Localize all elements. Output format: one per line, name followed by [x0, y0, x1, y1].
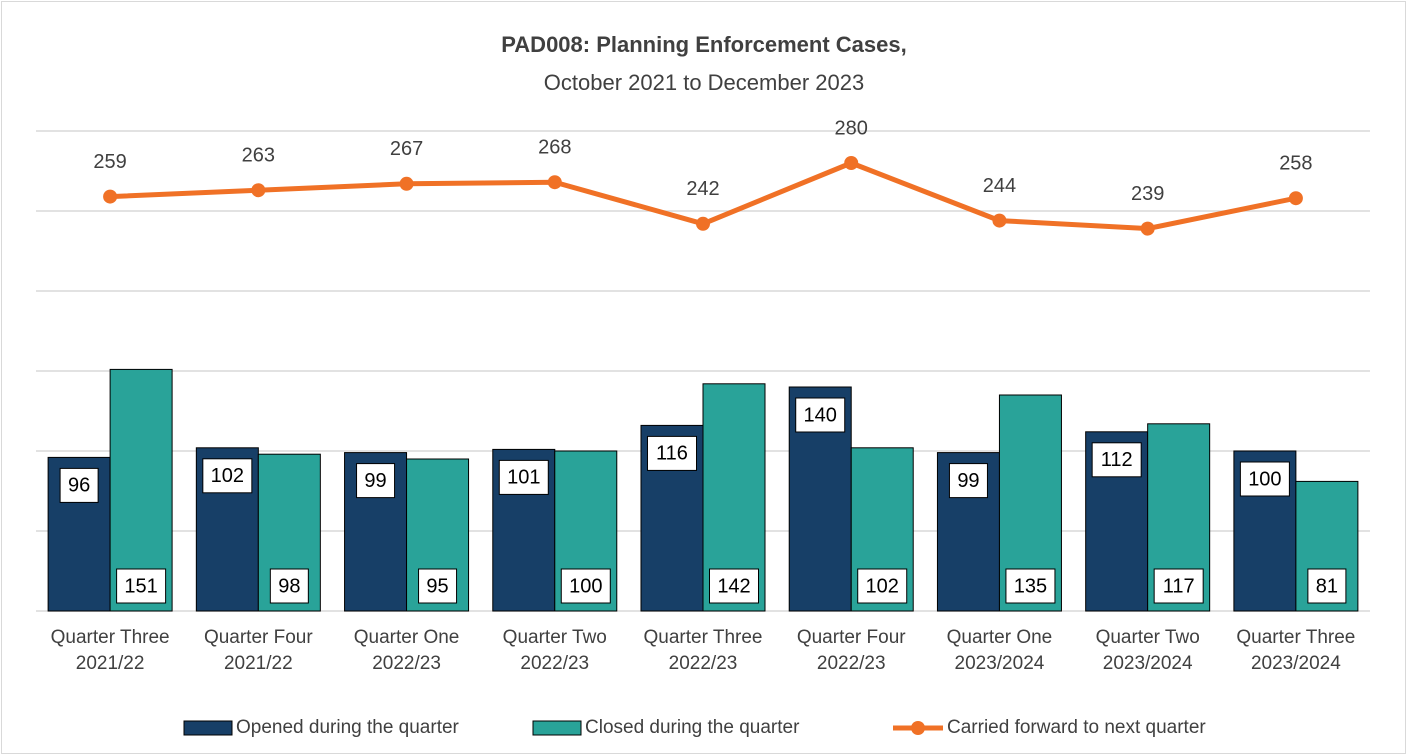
- data-label-box: [116, 568, 167, 604]
- data-label: 101: [507, 467, 540, 489]
- data-label: 151: [124, 575, 157, 597]
- data-label: 112: [1101, 449, 1133, 471]
- data-label: 259: [93, 151, 126, 173]
- data-label-box: [498, 459, 549, 495]
- chart-title: PAD008: Planning Enforcement Cases,: [501, 32, 907, 57]
- line-point: [399, 176, 414, 191]
- legend-swatch: [183, 720, 233, 736]
- data-label-box: [1239, 461, 1290, 497]
- data-label: 142: [717, 575, 750, 597]
- data-label: 242: [686, 178, 719, 200]
- data-label-box: [647, 435, 697, 471]
- data-label: 280: [835, 117, 868, 139]
- x-tick-label: Quarter Four: [204, 627, 313, 648]
- chart-subtitle: October 2021 to December 2023: [544, 70, 864, 95]
- data-label-box: [1153, 568, 1204, 604]
- data-label-box: [202, 458, 253, 494]
- data-label-box: [1307, 568, 1347, 604]
- data-label-box: [1005, 568, 1056, 604]
- line-point: [1288, 191, 1303, 206]
- data-label-box: [59, 467, 99, 503]
- line-point: [251, 183, 266, 198]
- data-label: 95: [426, 575, 448, 597]
- x-tick-label: 2022/23: [520, 653, 589, 674]
- x-tick-label: Quarter Two: [503, 627, 607, 648]
- data-label: 268: [538, 136, 571, 158]
- legend-label: Opened during the quarter: [236, 717, 460, 738]
- data-label: 81: [1316, 575, 1338, 597]
- x-tick-label: Quarter Three: [51, 627, 170, 648]
- data-label: 239: [1131, 183, 1164, 205]
- x-tick-label: 2023/2024: [1103, 653, 1193, 674]
- line-point: [992, 213, 1007, 228]
- data-label-box: [857, 568, 908, 604]
- data-label: 135: [1014, 575, 1047, 597]
- legend-label: Carried forward to next quarter: [947, 717, 1206, 738]
- data-label: 98: [278, 575, 300, 597]
- x-tick-label: Quarter Three: [1236, 627, 1355, 648]
- x-tick-label: 2023/2024: [1251, 653, 1341, 674]
- data-label: 117: [1163, 575, 1195, 597]
- x-tick-label: Quarter One: [354, 627, 460, 648]
- legend-point: [911, 721, 925, 735]
- data-label: 100: [1248, 468, 1281, 490]
- data-label: 263: [242, 144, 275, 166]
- x-tick-label: Quarter One: [947, 627, 1053, 648]
- x-tick-label: 2022/23: [372, 653, 441, 674]
- data-label: 258: [1279, 152, 1312, 174]
- legend-label: Closed during the quarter: [585, 717, 800, 738]
- x-tick-label: 2021/22: [76, 653, 145, 674]
- data-label: 244: [983, 175, 1016, 197]
- legend-swatch: [532, 720, 582, 736]
- data-label-box: [1091, 442, 1142, 478]
- x-tick-label: 2022/23: [817, 653, 886, 674]
- data-label: 96: [68, 475, 90, 497]
- data-label-box: [560, 568, 611, 604]
- data-label-box: [795, 397, 846, 433]
- data-label: 102: [866, 575, 899, 597]
- x-tick-label: Quarter Three: [644, 627, 763, 648]
- line-point: [844, 156, 859, 170]
- x-tick-label: Quarter Four: [797, 627, 906, 648]
- data-label-box: [269, 568, 309, 604]
- data-label-box: [418, 568, 458, 604]
- line-point: [696, 216, 710, 231]
- line-point: [103, 189, 118, 204]
- data-label: 267: [390, 138, 423, 160]
- x-tick-label: 2022/23: [669, 653, 738, 674]
- line-point: [1140, 221, 1155, 236]
- data-label: 99: [957, 470, 979, 492]
- data-label-box: [356, 463, 396, 499]
- x-tick-label: Quarter Two: [1096, 627, 1200, 648]
- x-tick-label: 2023/2024: [955, 653, 1045, 674]
- line-point: [547, 175, 562, 190]
- data-label: 100: [569, 575, 602, 597]
- data-label: 99: [364, 470, 386, 492]
- data-label: 140: [804, 404, 837, 426]
- data-label: 102: [211, 465, 244, 487]
- x-tick-label: 2021/22: [224, 653, 293, 674]
- data-label-box: [709, 568, 759, 604]
- data-label: 116: [656, 443, 688, 465]
- data-label-box: [948, 463, 988, 499]
